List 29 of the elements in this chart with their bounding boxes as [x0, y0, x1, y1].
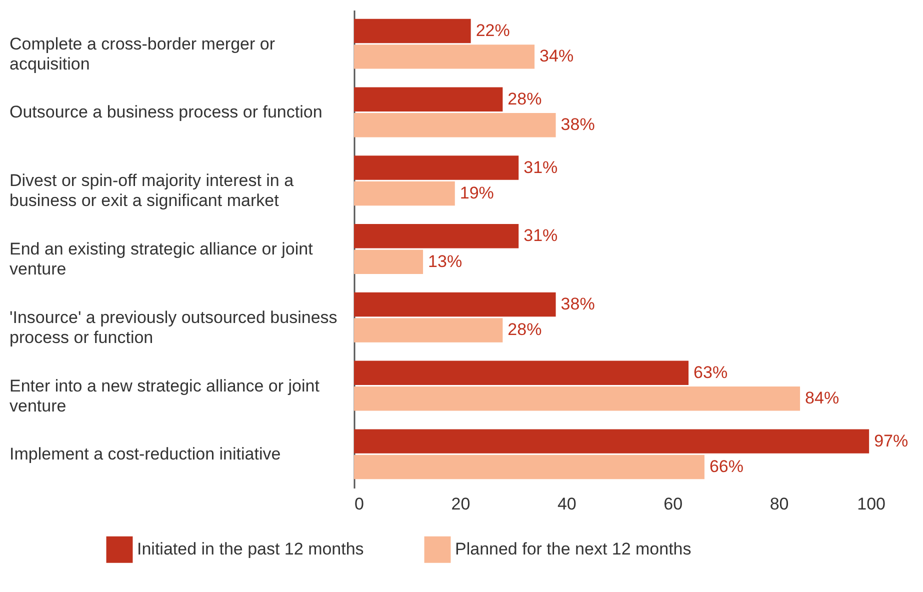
- data-label: 34%: [540, 46, 574, 66]
- y-tick-label: Outsource a business process or function: [10, 102, 322, 122]
- x-tick-label: 80: [770, 494, 789, 514]
- y-tick-label: 'Insource' a previously outsourced business process or function: [10, 308, 338, 347]
- x-tick-label: 20: [451, 494, 470, 514]
- data-label: 13%: [428, 252, 462, 271]
- legend-label: Planned for the next 12 months: [455, 540, 692, 559]
- data-label: 38%: [560, 294, 595, 314]
- data-label: 63%: [694, 362, 728, 382]
- data-label: 22%: [476, 20, 510, 40]
- legend-label: Initiated in the past 12 months: [137, 540, 364, 559]
- data-label: 66%: [709, 457, 744, 476]
- y-tick-label: Divest or spin-off majority interest in a business or exit a significant market: [10, 171, 294, 210]
- x-tick-label: 0: [354, 494, 364, 514]
- data-label: 31%: [524, 158, 558, 177]
- y-tick-label: End an existing strategic alliance or joint venture: [10, 240, 314, 278]
- data-label: 84%: [805, 388, 840, 408]
- data-label: 19%: [460, 183, 494, 202]
- y-tick-label: Implement a cost-reduction initiative: [10, 444, 281, 464]
- data-label: 28%: [508, 89, 542, 108]
- y-tick-label: Complete a cross-border merger or acquisition: [10, 34, 276, 74]
- x-tick-label: 100: [857, 494, 886, 514]
- data-label: 38%: [560, 115, 595, 134]
- x-tick-label: 40: [557, 494, 576, 514]
- data-label: 28%: [508, 320, 542, 340]
- data-label: 31%: [524, 226, 558, 246]
- y-tick-label: Enter into a new strategic alliance or joint venture: [10, 376, 320, 416]
- data-label: 97%: [874, 431, 908, 450]
- x-tick-label: 60: [664, 494, 683, 514]
